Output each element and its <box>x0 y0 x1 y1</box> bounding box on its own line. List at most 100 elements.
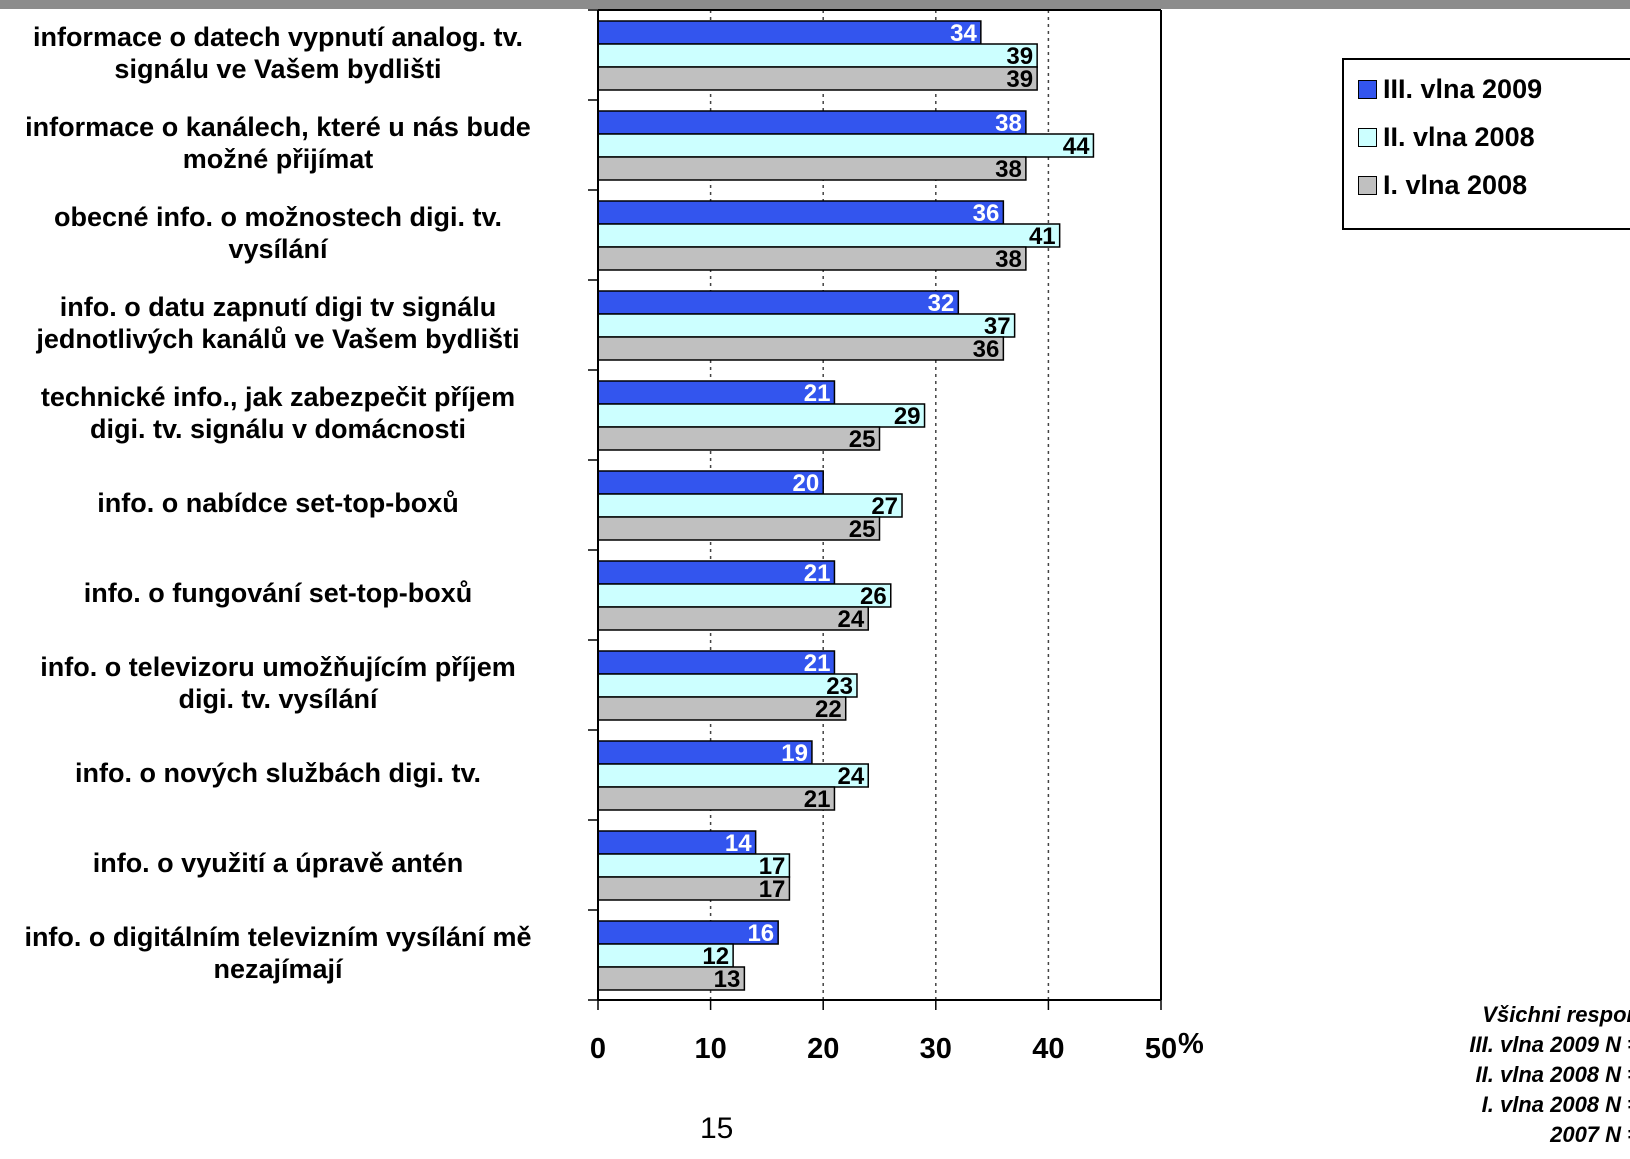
category-label: info. o televizoru umožňujícím příjem dig… <box>0 651 578 715</box>
data-label: 17 <box>759 853 786 880</box>
category-label: obecné info. o možnostech digi. tv. vysíl… <box>0 201 578 265</box>
category-label: informace o kanálech, které u nás bude mo… <box>0 111 578 175</box>
note-line: Všichni respon <box>1482 1002 1630 1027</box>
note-line: I. vlna 2008 N = <box>1481 1092 1630 1117</box>
category-label: info. o nových službách digi. tv. <box>0 757 578 789</box>
data-label: 38 <box>995 110 1022 137</box>
data-label: 36 <box>973 200 1000 227</box>
category-label-line: možné přijímat <box>182 144 374 174</box>
data-label: 36 <box>973 336 1000 363</box>
data-label: 23 <box>826 673 853 700</box>
category-label: info. o fungování set-top-boxů <box>0 577 578 609</box>
data-label: 16 <box>747 920 774 947</box>
bar <box>597 650 836 675</box>
legend: III. vlna 2009 II. vlna 2008 I. vlna 200… <box>1342 58 1630 230</box>
bar <box>597 380 836 405</box>
category-label-line: nezajímají <box>213 954 343 984</box>
data-label: 20 <box>792 470 819 497</box>
category-label-line: info. o nabídce set-top-boxů <box>97 488 459 518</box>
category-label: info. o využití a úpravě antén <box>0 847 578 879</box>
data-label: 13 <box>714 966 741 993</box>
bar <box>597 470 824 495</box>
data-label: 38 <box>995 156 1022 183</box>
data-label: 25 <box>849 516 876 543</box>
respondents-note: Všichni respon III. vlna 2009 N = II. vl… <box>1340 1000 1630 1150</box>
bar <box>597 560 836 585</box>
legend-label: II. vlna 2008 <box>1383 122 1535 152</box>
note-line: 2007 N = <box>1550 1122 1630 1147</box>
x-tick-label: 10 <box>694 1033 726 1065</box>
bar <box>597 156 1027 181</box>
note-line: II. vlna 2008 N = <box>1475 1062 1630 1087</box>
x-unit-label: % <box>1178 1028 1204 1060</box>
data-label: 41 <box>1029 223 1056 250</box>
data-label: 39 <box>1006 66 1033 93</box>
data-label: 27 <box>871 493 898 520</box>
legend-item-series-2: II. vlna 2008 <box>1358 122 1535 152</box>
legend-item-series-3: I. vlna 2008 <box>1358 170 1527 200</box>
category-label-line: jednotlivých kanálů ve Vašem bydlišti <box>36 324 520 354</box>
data-label: 21 <box>804 786 831 813</box>
category-label-line: signálu ve Vašem bydlišti <box>114 54 442 84</box>
data-label: 32 <box>928 290 955 317</box>
category-label-line: info. o datu zapnutí digi tv signálu <box>59 292 497 322</box>
category-label-line: info. o digitálním televizním vysílání m… <box>24 922 532 952</box>
data-label: 34 <box>950 20 977 47</box>
legend-label: I. vlna 2008 <box>1383 170 1528 200</box>
bar <box>597 516 881 541</box>
x-tick-label: 20 <box>807 1033 839 1065</box>
category-label-line: info. o nových službách digi. tv. <box>74 758 482 788</box>
data-label: 12 <box>702 943 729 970</box>
data-label: 44 <box>1063 133 1090 160</box>
bar <box>597 200 1005 225</box>
data-label: 17 <box>759 876 786 903</box>
bar <box>597 606 869 631</box>
bar <box>597 290 960 315</box>
x-tick-label: 0 <box>590 1033 606 1065</box>
bar <box>597 20 982 45</box>
data-label: 29 <box>894 403 921 430</box>
category-label: informace o datech vypnutí analog. tv. si… <box>0 21 578 85</box>
data-label: 26 <box>860 583 887 610</box>
category-label-line: digi. tv. signálu v domácnosti <box>89 414 467 444</box>
bar <box>597 696 847 721</box>
category-label-line: info. o televizoru umožňujícím příjem <box>40 652 516 682</box>
bar <box>597 223 1061 248</box>
data-label: 24 <box>838 606 865 633</box>
legend-swatch <box>1358 128 1377 147</box>
x-tick-label: 40 <box>1032 1033 1064 1065</box>
bar <box>597 66 1038 91</box>
legend-label: III. vlna 2009 <box>1383 74 1543 104</box>
legend-item-series-1: III. vlna 2009 <box>1358 74 1542 104</box>
data-label: 38 <box>995 246 1022 273</box>
x-tick-label: 50 <box>1145 1033 1177 1065</box>
category-label: info. o digitálním televizním vysílání m… <box>0 921 578 985</box>
bar <box>597 110 1027 135</box>
category-label-line: informace o datech vypnutí analog. tv. <box>32 22 524 52</box>
page-number: 15 <box>700 1112 734 1145</box>
legend-swatch <box>1358 80 1377 99</box>
x-tick-label: 30 <box>920 1033 952 1065</box>
category-label-line: informace o kanálech, které u nás bude <box>25 112 531 142</box>
category-label-line: technické info., jak zabezpečit příjem <box>40 382 516 412</box>
data-label: 21 <box>804 650 831 677</box>
category-label-line: info. o fungování set-top-boxů <box>83 578 473 608</box>
data-label: 22 <box>815 696 842 723</box>
note-line: III. vlna 2009 N = <box>1469 1032 1630 1057</box>
bar <box>597 740 813 765</box>
category-label: info. o datu zapnutí digi tv signálu jedn… <box>0 291 578 355</box>
data-label: 24 <box>838 763 865 790</box>
bar <box>597 426 881 451</box>
data-label: 14 <box>725 830 752 857</box>
bar <box>597 763 869 788</box>
bar <box>597 246 1027 271</box>
bar <box>597 336 1005 361</box>
bar <box>597 403 926 428</box>
data-label: 37 <box>984 313 1011 340</box>
bar <box>597 786 836 811</box>
category-label: technické info., jak zabezpečit příjem di… <box>0 381 578 445</box>
category-label-line: vysílání <box>228 234 328 264</box>
legend-swatch <box>1358 176 1377 195</box>
data-label: 19 <box>781 740 808 767</box>
